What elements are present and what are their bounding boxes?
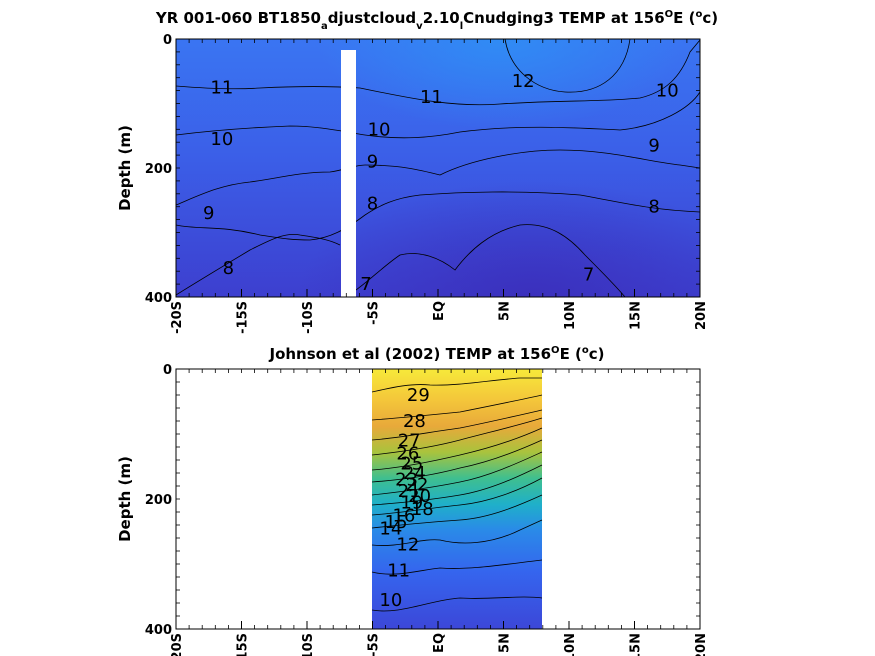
chart-bottom-y-ticks: 0 200 400	[145, 363, 700, 638]
contour-line-22	[371, 439, 543, 483]
contour-line-20	[371, 451, 543, 496]
contour-label: 9	[203, 203, 214, 224]
contour-label: 24	[403, 463, 426, 484]
contour-line-7	[175, 224, 626, 298]
chart-top-cold-core	[176, 39, 700, 297]
contour-label: 29	[407, 385, 430, 406]
contour-line-8	[175, 191, 701, 241]
y-tick-label: 0	[163, 33, 172, 48]
x-tick-label: 5N	[498, 301, 513, 321]
contour-line-29	[371, 377, 542, 393]
contour-label: 26	[396, 444, 419, 465]
chart-bottom-title: Johnson et al (2002) TEMP at 156OE (oc)	[268, 345, 604, 363]
contour-label: 8	[223, 258, 234, 279]
x-tick-label: 10N	[563, 633, 578, 656]
contour-label: 16	[392, 505, 415, 526]
contour-label: 11	[420, 87, 443, 108]
x-tick-label: -15S	[236, 301, 251, 334]
contour-line-10	[175, 91, 701, 139]
y-tick-label: 400	[145, 623, 172, 638]
y-tick-label: 200	[145, 493, 172, 508]
contour-label: 8	[367, 193, 378, 214]
contour-line-14	[371, 494, 543, 529]
y-tick-label: 0	[163, 363, 172, 378]
x-tick-label: -10S	[301, 301, 316, 334]
y-tick-label: 200	[145, 162, 172, 177]
contour-label: 8	[648, 197, 659, 218]
x-tick-label: EQ	[432, 301, 447, 321]
chart-top-contours	[175, 38, 701, 298]
chart-bottom-ylabel: Depth (m)	[116, 456, 134, 542]
x-tick-label: -10S	[301, 633, 316, 656]
x-tick-label: -20S	[170, 301, 185, 334]
contour-label: 10	[656, 81, 679, 102]
contour-line-27	[371, 409, 543, 441]
chart-top-contour-labels: 11 10 9 8 7 10 11 9 8 12 10 9 8 7	[203, 71, 679, 295]
contour-line-11	[371, 559, 543, 575]
x-tick-label: 20N	[694, 633, 709, 656]
contour-label: 25	[400, 453, 423, 474]
contour-label: 12	[396, 535, 419, 556]
contour-line-28	[371, 394, 543, 421]
contour-label: 22	[406, 475, 429, 496]
x-tick-label: -5S	[367, 301, 382, 325]
contour-label: 20	[408, 486, 431, 507]
contour-label: 27	[398, 431, 421, 452]
x-tick-label: EQ	[432, 633, 447, 653]
contour-label: 10	[379, 590, 402, 611]
x-tick-label: 15N	[629, 633, 644, 656]
contour-label: 11	[387, 561, 410, 582]
x-tick-label: -15S	[236, 633, 251, 656]
contour-label: 10	[210, 129, 233, 150]
contour-line-10	[371, 596, 543, 612]
contour-line-24	[371, 427, 543, 471]
contour-label: 7	[583, 264, 594, 285]
contour-label: 10	[368, 119, 391, 140]
contour-label: 18	[411, 499, 434, 520]
contour-line-16	[371, 477, 543, 516]
chart-top-y-ticks: 0 200 400	[145, 33, 700, 306]
chart-top-ylabel: Depth (m)	[116, 125, 134, 211]
contour-label: 9	[367, 152, 378, 173]
contour-label: 19	[400, 492, 423, 513]
contour-label: 11	[210, 77, 233, 98]
chart-top-title: YR 001-060 BT1850adjustcloudv2.10lCnudgi…	[155, 9, 718, 32]
x-tick-label: 5N	[498, 633, 513, 653]
chart-bottom-contours	[371, 377, 543, 612]
contour-label: 9	[648, 135, 659, 156]
x-tick-label: 15N	[629, 301, 644, 330]
contour-label: 21	[398, 481, 421, 502]
contour-line-9	[175, 149, 701, 206]
x-tick-label: 20N	[694, 301, 709, 330]
contour-label: 15	[385, 512, 408, 533]
contour-label: 23	[395, 470, 418, 491]
contour-line-12	[371, 519, 543, 546]
contour-line-11	[175, 39, 701, 106]
contour-line-18	[371, 464, 543, 506]
x-tick-label: -5S	[367, 633, 382, 656]
x-tick-label: 10N	[563, 301, 578, 330]
y-tick-label: 400	[145, 291, 172, 306]
x-tick-label: -20S	[170, 633, 185, 656]
chart-top-x-ticks: -20S -15S -10S -5S EQ 5N 10N 15N 20N	[170, 39, 709, 334]
chart-top: YR 001-060 BT1850adjustcloudv2.10lCnudgi…	[116, 9, 718, 334]
contour-label: 28	[403, 411, 426, 432]
contour-line-26	[371, 417, 543, 456]
chart-bottom-x-ticks: -20S -15S -10S -5S EQ 5N 10N 15N 20N	[170, 369, 709, 656]
contour-label: 14	[379, 518, 402, 539]
chart-bottom: Johnson et al (2002) TEMP at 156OE (oc) …	[116, 345, 709, 656]
contour-label: 7	[360, 274, 371, 295]
contour-line-12	[504, 38, 631, 93]
contour-label: 12	[512, 71, 535, 92]
chart-top-missing-band	[341, 50, 356, 298]
